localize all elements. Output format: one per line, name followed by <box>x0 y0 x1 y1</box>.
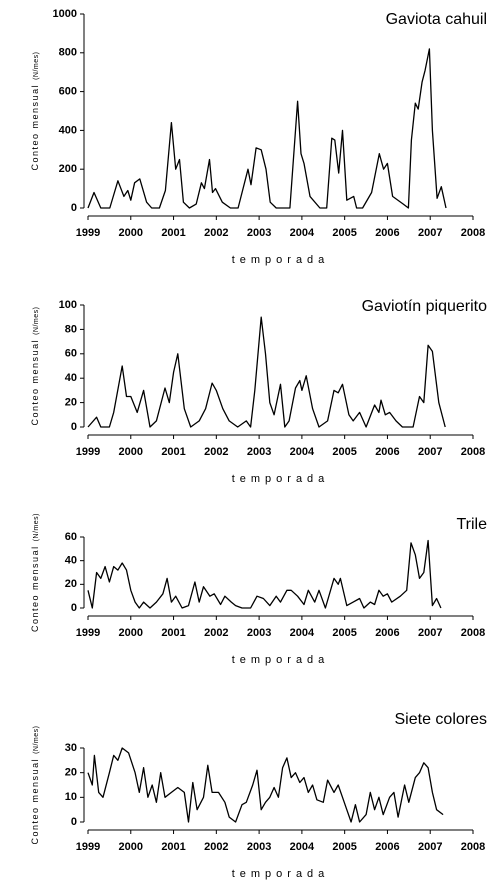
y-tick-label: 0 <box>71 202 77 214</box>
x-tick-label: 2005 <box>332 627 356 639</box>
y-tick-label: 20 <box>65 578 77 590</box>
y-tick-label: 60 <box>65 531 77 543</box>
x-tick-label: 2007 <box>418 627 442 639</box>
y-tick-label: 40 <box>65 372 77 384</box>
data-line <box>87 747 444 823</box>
x-tick-label: 2003 <box>247 446 271 458</box>
y-tick-label: 80 <box>65 323 77 335</box>
y-label-text: Conteo mensual <box>30 339 40 426</box>
x-tick-label: 2000 <box>119 841 143 853</box>
x-tick-label: 2001 <box>161 627 185 639</box>
x-tick-label: 2004 <box>290 227 315 239</box>
panel: 0 10 20 30 1999 2000 2001 2002 2003 2004 2005 2006 2… <box>30 711 487 880</box>
y-tick-label: 60 <box>65 348 77 360</box>
data-line <box>87 539 442 609</box>
x-tick-label: 2008 <box>461 227 485 239</box>
x-tick-label: 2004 <box>290 446 315 458</box>
y-label-unit: (N/mes) <box>33 513 40 541</box>
y-tick-label: 0 <box>71 421 77 433</box>
x-tick-label: 2001 <box>161 446 185 458</box>
x-tick-label: 2006 <box>375 227 399 239</box>
y-tick-label: 600 <box>59 86 77 98</box>
x-tick-label: 2004 <box>290 841 315 853</box>
y-label-text: Conteo mensual <box>30 84 40 171</box>
x-axis-label: temporada <box>232 868 330 880</box>
x-tick-label: 2005 <box>332 227 356 239</box>
y-tick-label: 1000 <box>53 8 77 20</box>
y-tick-label: 400 <box>59 124 77 136</box>
x-tick-label: 2008 <box>461 627 485 639</box>
panel: 0 20 40 60 1999 2000 2001 2002 2003 2004 2005 2006 2… <box>30 513 487 666</box>
x-axis-label: temporada <box>232 473 330 485</box>
y-tick-label: 0 <box>71 816 77 828</box>
chart-title: Gaviota cahuil <box>386 11 487 28</box>
x-tick-label: 2003 <box>247 227 271 239</box>
y-tick-label: 800 <box>59 47 77 59</box>
x-tick-label: 2006 <box>375 627 399 639</box>
x-tick-label: 1999 <box>76 627 100 639</box>
x-tick-label: 2008 <box>461 446 485 458</box>
x-tick-label: 2005 <box>332 446 356 458</box>
y-tick-label: 40 <box>65 555 77 567</box>
y-tick-label: 10 <box>65 791 77 803</box>
y-label-unit: (N/mes) <box>33 726 40 754</box>
x-tick-label: 2002 <box>204 627 228 639</box>
y-tick-label: 0 <box>71 602 77 614</box>
x-tick-label: 2006 <box>375 841 399 853</box>
x-axis-label: temporada <box>232 254 330 266</box>
x-tick-label: 2005 <box>332 841 356 853</box>
x-tick-label: 2002 <box>204 841 228 853</box>
chart-title: Gaviotín piquerito <box>362 298 488 315</box>
y-axis-label: Conteo mensual (N/mes) <box>30 307 40 426</box>
x-tick-label: 2000 <box>119 627 143 639</box>
data-line <box>87 48 447 209</box>
panel: 0 20 40 60 80 100 1999 2000 2001 2002 2003 2004 2005… <box>30 298 487 485</box>
x-tick-label: 2007 <box>418 446 442 458</box>
x-tick-label: 2008 <box>461 841 485 853</box>
chart-title: Siete colores <box>395 711 488 728</box>
y-label-text: Conteo mensual <box>30 545 40 632</box>
x-tick-label: 2002 <box>204 446 228 458</box>
x-tick-label: 2001 <box>161 227 185 239</box>
x-tick-label: 1999 <box>76 446 100 458</box>
x-tick-label: 2006 <box>375 446 399 458</box>
x-tick-label: 2007 <box>418 841 442 853</box>
x-tick-label: 2003 <box>247 841 271 853</box>
x-tick-label: 2000 <box>119 446 143 458</box>
x-tick-label: 2000 <box>119 227 143 239</box>
y-label-unit: (N/mes) <box>33 52 40 80</box>
x-tick-label: 2002 <box>204 227 228 239</box>
x-axis-label: temporada <box>232 654 330 666</box>
x-tick-label: 2007 <box>418 227 442 239</box>
y-axis-label: Conteo mensual (N/mes) <box>30 513 40 632</box>
y-axis-label: Conteo mensual (N/mes) <box>30 52 40 171</box>
data-line <box>87 316 446 428</box>
y-axis-label: Conteo mensual (N/mes) <box>30 726 40 845</box>
y-tick-label: 100 <box>59 299 77 311</box>
x-tick-label: 2003 <box>247 627 271 639</box>
x-tick-label: 2001 <box>161 841 185 853</box>
y-tick-label: 200 <box>59 163 77 175</box>
x-tick-label: 2004 <box>290 627 315 639</box>
y-label-text: Conteo mensual <box>30 758 40 845</box>
chart-title: Trile <box>456 516 487 533</box>
panel: 0 200 400 600 800 1000 1999 2000 2001 2002 2003 200… <box>30 8 487 266</box>
y-tick-label: 20 <box>65 397 77 409</box>
y-tick-label: 20 <box>65 767 77 779</box>
y-tick-label: 30 <box>65 742 77 754</box>
x-tick-label: 1999 <box>76 227 100 239</box>
y-label-unit: (N/mes) <box>33 307 40 335</box>
x-tick-label: 1999 <box>76 841 100 853</box>
